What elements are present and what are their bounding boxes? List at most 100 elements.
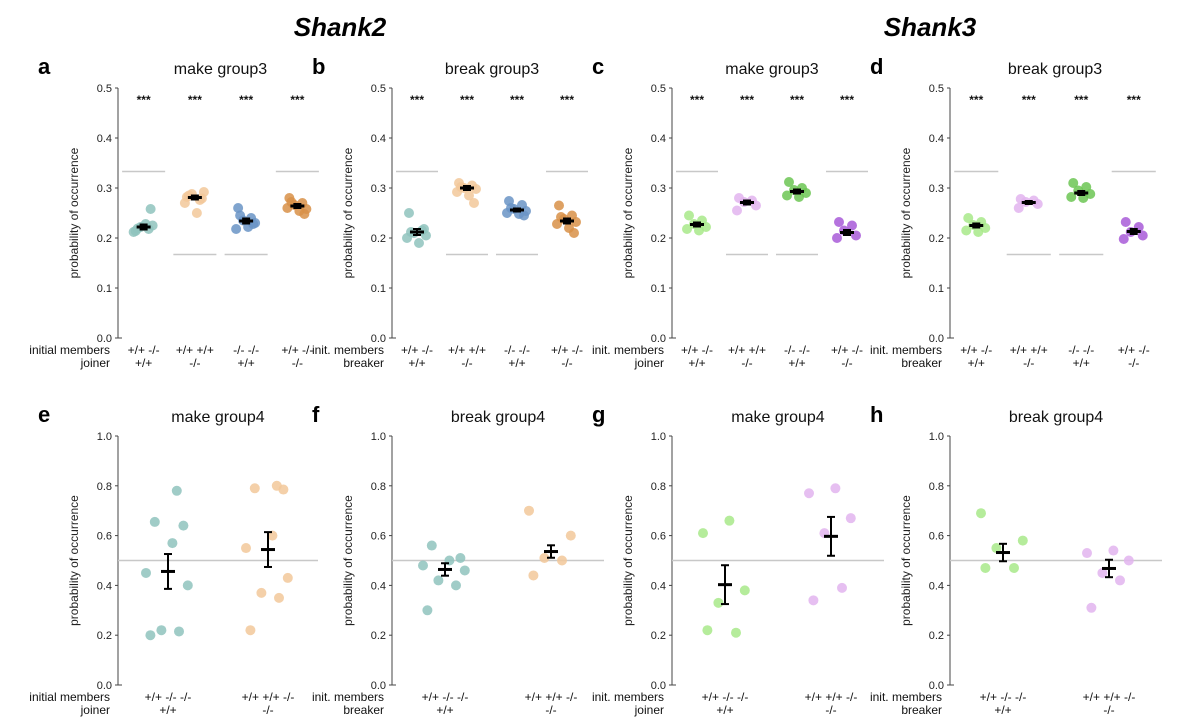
y-tick-label: 0.1 [929, 283, 944, 295]
data-point [980, 562, 991, 573]
y-tick-label: 0.0 [651, 680, 666, 692]
data-point [1068, 178, 1079, 188]
significance-label: *** [560, 93, 574, 107]
condition-row-name: init. members [312, 343, 384, 357]
data-point [469, 198, 479, 208]
data-point [171, 485, 182, 496]
condition-label: -/- [262, 703, 273, 717]
condition-label: -/- [1128, 356, 1139, 370]
data-point [1118, 234, 1129, 244]
condition-label: -/- [189, 356, 200, 370]
y-tick-label: 0.0 [371, 680, 386, 692]
condition-label: +/+ -/- -/- [980, 690, 1027, 704]
significance-label: *** [740, 93, 754, 107]
y-tick-label: 0.6 [371, 531, 386, 543]
data-point [724, 515, 735, 526]
data-point [731, 627, 741, 638]
data-point [1086, 602, 1097, 613]
panel-title: break group3 [445, 61, 539, 78]
condition-label: -/- [741, 356, 752, 370]
y-tick-label: 0.4 [371, 580, 386, 592]
significance-label: *** [510, 93, 524, 107]
data-point [847, 220, 857, 231]
panel-c: c make group3 0.0 0.1 0.2 0.3 0.4 0.5 probabilit… [592, 54, 868, 370]
panel-h: h break group4 0.0 0.2 0.4 0.6 0.8 1.0 probabili… [870, 402, 1162, 717]
condition-label: +/+ -/- [681, 343, 713, 357]
condition-label: -/- [825, 703, 836, 717]
data-point [418, 560, 428, 571]
y-tick-label: 0.8 [651, 481, 666, 493]
data-point [167, 538, 178, 549]
condition-label: +/+ -/- [551, 343, 583, 357]
y-axis-label: probability of occurrence [67, 495, 81, 626]
condition-label: +/+ -/- -/- [145, 690, 192, 704]
condition-label: +/+ -/- [960, 343, 992, 357]
data-point [233, 203, 244, 213]
condition-label: +/+ -/- [831, 343, 863, 357]
y-tick-label: 0.0 [929, 680, 944, 692]
y-tick-label: 0.3 [929, 183, 944, 195]
data-point [404, 208, 414, 218]
data-point [145, 630, 156, 641]
y-tick-label: 0.4 [371, 133, 386, 145]
data-point [834, 217, 844, 227]
data-point [682, 224, 692, 234]
data-point [271, 480, 282, 491]
condition-label: -/- [841, 356, 852, 370]
condition-label: +/+ +/+ -/- [242, 690, 295, 704]
significance-label: *** [1074, 93, 1088, 107]
data-point [455, 553, 466, 564]
condition-row-name: initial members [29, 343, 110, 357]
data-point [961, 225, 972, 236]
y-tick-label: 1.0 [371, 431, 386, 443]
series-2 [496, 196, 538, 256]
series-0 [122, 170, 166, 237]
data-point [784, 177, 794, 187]
data-point [1013, 203, 1024, 213]
significance-label: *** [1127, 93, 1141, 107]
series-3 [826, 170, 868, 243]
panel-title: make group3 [725, 61, 818, 78]
condition-label: +/+ -/- -/- [422, 690, 469, 704]
y-tick-label: 0.6 [651, 531, 666, 543]
significance-label: *** [239, 93, 253, 107]
data-point [191, 208, 202, 218]
y-tick-label: 0.2 [929, 630, 944, 642]
condition-row-name: joiner [634, 356, 664, 370]
panel-title: make group4 [731, 409, 824, 426]
condition-row-name: breaker [343, 356, 384, 370]
data-point [973, 227, 984, 237]
data-point [459, 565, 470, 576]
series-1 [218, 480, 318, 636]
condition-label: -/- -/- [784, 343, 810, 357]
data-point [174, 626, 184, 637]
series-1 [726, 193, 768, 256]
data-point [256, 587, 267, 598]
series-1 [1056, 545, 1162, 613]
y-axis-label: probability of occurrence [341, 495, 355, 626]
condition-label: +/+ [716, 703, 733, 717]
y-tick-label: 0.5 [651, 83, 666, 95]
data-point [702, 625, 713, 636]
series-1 [173, 187, 217, 256]
data-point [1009, 562, 1019, 573]
y-axis-label: probability of occurrence [899, 495, 913, 626]
condition-label: +/+ +/+ [448, 343, 486, 357]
y-tick-label: 0.5 [371, 83, 386, 95]
condition-label: +/+ -/- [401, 343, 433, 357]
condition-row-name: breaker [901, 703, 942, 717]
condition-label: -/- [292, 356, 303, 370]
data-point [451, 580, 461, 591]
condition-row-name: joiner [80, 703, 110, 717]
condition-label: +/+ +/+ -/- [525, 690, 578, 704]
condition-label: +/+ -/- -/- [702, 690, 749, 704]
y-tick-label: 0.2 [651, 630, 666, 642]
panel-f: f break group4 0.0 0.2 0.4 0.6 0.8 1.0 probabili… [312, 402, 604, 717]
series-0 [954, 170, 999, 237]
y-tick-label: 0.2 [929, 233, 944, 245]
data-point [539, 553, 550, 564]
y-tick-label: 0.1 [651, 283, 666, 295]
series-2 [776, 177, 818, 256]
condition-row-name: init. members [592, 343, 664, 357]
